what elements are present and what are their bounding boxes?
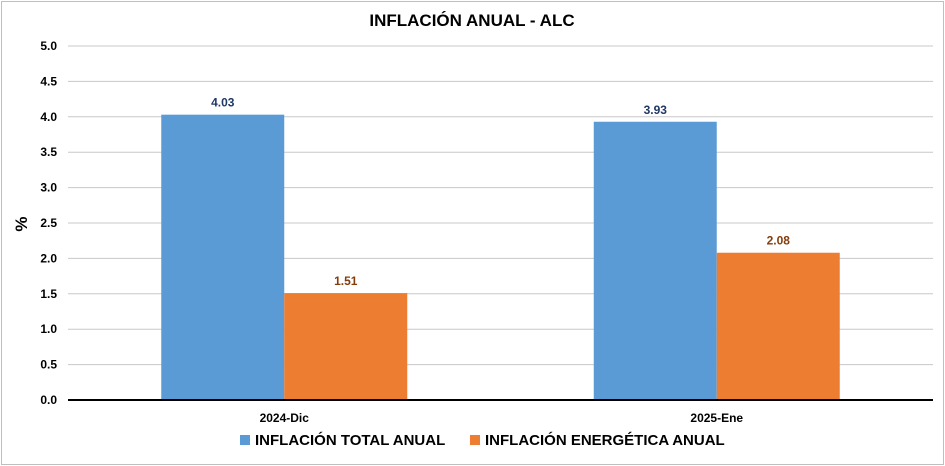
x-tick-label: 2024-Dic [260,411,310,425]
y-tick-label: 1.5 [40,287,57,301]
data-label: 4.03 [211,96,235,110]
y-tick-label: 2.5 [40,216,57,230]
legend-label: INFLACIÓN TOTAL ANUAL [255,431,445,449]
y-axis-label: % [12,216,31,231]
data-label: 3.93 [644,103,668,117]
y-tick-label: 0.0 [40,393,57,407]
legend-label: INFLACIÓN ENERGÉTICA ANUAL [485,431,725,449]
y-tick-label: 5.0 [40,39,57,53]
bar [593,121,717,401]
bar [161,114,285,401]
y-tick-label: 2.0 [40,251,57,265]
y-axis-ticks: 0.0 0.5 1.0 1.5 2.0 2.5 3.0 3.5 4.0 4.5 5.0 [40,39,57,407]
y-tick-label: 1.0 [40,322,57,336]
data-label: 2.08 [767,234,791,248]
y-tick-label: 0.5 [40,358,57,372]
y-tick-label: 3.0 [40,181,57,195]
y-tick-label: 4.0 [40,110,57,124]
bar [716,252,840,400]
legend-swatch [470,435,480,445]
x-tick-label: 2025-Ene [690,411,743,425]
bar [284,293,408,400]
legend-swatch [240,435,250,445]
bars [161,114,840,401]
y-tick-label: 3.5 [40,145,57,159]
x-axis-ticks: 2024-Dic 2025-Ene [260,411,744,425]
data-label: 1.51 [334,274,358,288]
y-tick-label: 4.5 [40,74,57,88]
chart-title: INFLACIÓN ANUAL - ALC [369,11,574,30]
data-labels: 4.03 1.51 3.93 2.08 [211,96,790,288]
legend: INFLACIÓN TOTAL ANUAL INFLACIÓN ENERGÉTIC… [240,431,725,449]
